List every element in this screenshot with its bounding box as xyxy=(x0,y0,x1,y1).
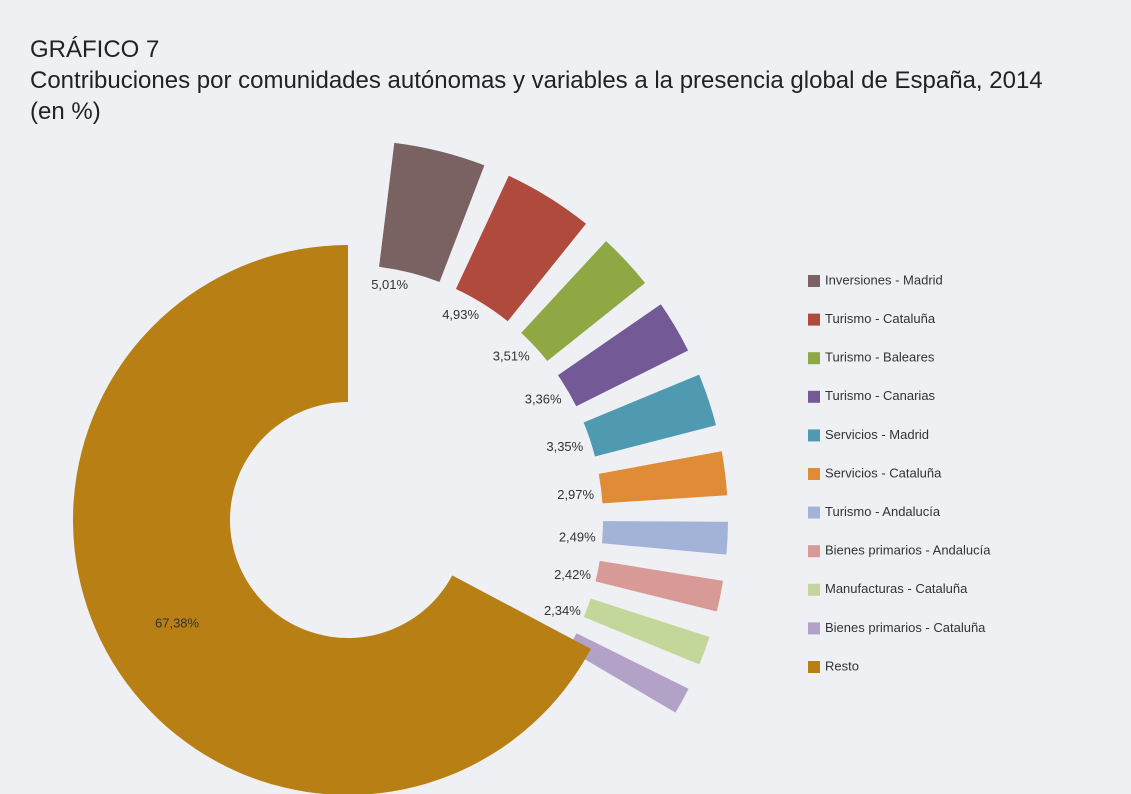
legend-label: Servicios - Madrid xyxy=(825,427,929,442)
legend-swatch xyxy=(808,313,820,326)
legend-swatch xyxy=(808,661,820,673)
data-label: 2,42% xyxy=(554,567,591,582)
donut-slice xyxy=(583,374,717,457)
donut-slice xyxy=(73,245,591,794)
legend-label: Turismo - Andalucía xyxy=(825,504,941,519)
legend-label: Turismo - Baleares xyxy=(825,350,935,365)
donut-slice xyxy=(557,304,689,407)
donut-slice xyxy=(595,560,724,612)
legend-label: Inversiones - Madrid xyxy=(825,272,943,287)
chart-subtitle: Contribuciones por comunidades autónomas… xyxy=(30,67,1043,125)
legend-label: Bienes primarios - Andalucía xyxy=(825,543,991,558)
data-label: 3,35% xyxy=(546,439,583,454)
donut-slice xyxy=(601,521,728,555)
donut-slice xyxy=(521,241,646,361)
legend-swatch xyxy=(808,429,820,442)
legend-swatch xyxy=(808,352,820,365)
data-label: 2,49% xyxy=(559,529,596,544)
header: GRÁFICO 7 Contribuciones por comunidades… xyxy=(30,34,1050,127)
data-label: 2,34% xyxy=(544,603,581,618)
legend-swatch xyxy=(808,545,820,558)
data-label: 5,01% xyxy=(371,277,408,292)
data-label: 67,38% xyxy=(155,615,200,630)
data-label: 3,36% xyxy=(525,391,562,406)
legend-label: Turismo - Cataluña xyxy=(825,311,936,326)
donut-slice xyxy=(598,451,728,504)
data-label: 2,97% xyxy=(557,487,594,502)
legend-label: Manufacturas - Cataluña xyxy=(825,581,968,596)
legend-swatch xyxy=(808,275,820,287)
chart-title: GRÁFICO 7 xyxy=(30,36,160,63)
legend-swatch xyxy=(808,468,820,480)
donut-slice xyxy=(379,142,485,282)
data-label: 4,93% xyxy=(442,307,479,322)
legend-swatch xyxy=(808,622,820,635)
legend-swatch xyxy=(808,390,820,403)
legend-label: Servicios - Cataluña xyxy=(825,465,942,480)
legend-label: Turismo - Canarias xyxy=(825,388,936,403)
donut-slice xyxy=(567,633,689,713)
legend-swatch xyxy=(808,583,820,596)
donut-slice xyxy=(583,598,710,665)
donut-slice xyxy=(455,175,587,322)
legend-swatch xyxy=(808,506,820,519)
legend-label: Bienes primarios - Cataluña xyxy=(825,620,986,635)
data-label: 3,51% xyxy=(493,349,530,364)
legend-label: Resto xyxy=(825,658,859,673)
